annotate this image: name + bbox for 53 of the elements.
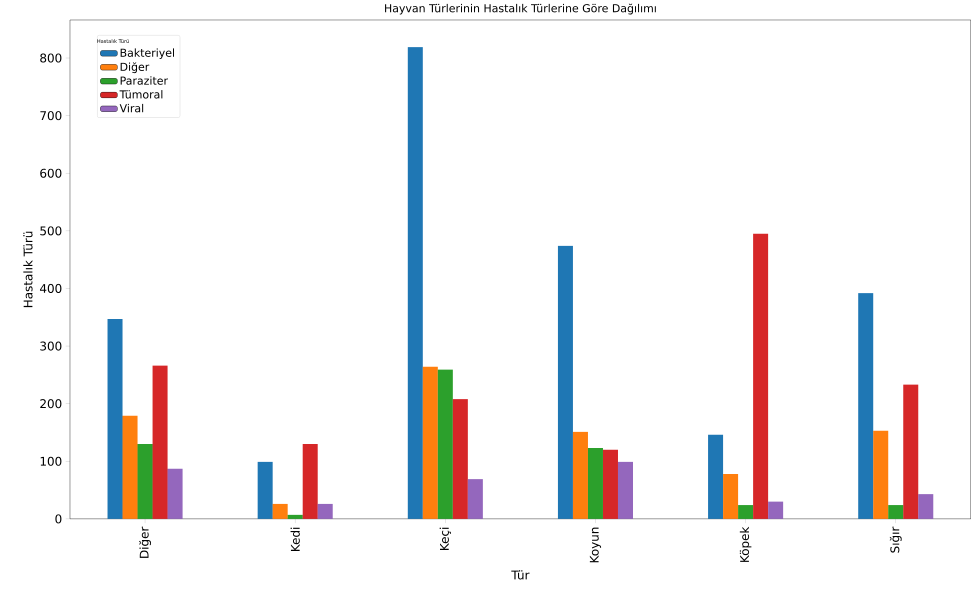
bar: [108, 319, 123, 519]
chart-title: Hayvan Türlerinin Hastalık Türlerine Göre Dağılımı: [385, 4, 656, 15]
bar: [302, 444, 318, 519]
bar: [618, 462, 633, 519]
bar: [572, 432, 588, 519]
x-tick-label: Kedi: [290, 528, 300, 552]
bar: [272, 504, 288, 519]
bar: [753, 234, 768, 519]
bar: [918, 494, 934, 519]
legend-label: Viral: [120, 104, 144, 112]
bar: [602, 450, 618, 519]
x-tick-label: Sığır: [890, 526, 902, 553]
x-tick-label: Koyun: [590, 528, 602, 562]
y-tick-label: 100: [40, 456, 62, 466]
bar: [468, 479, 483, 519]
legend-label: Paraziter: [120, 76, 168, 85]
y-tick-label: 400: [40, 284, 62, 294]
bar: [318, 504, 333, 519]
bar: [288, 514, 303, 519]
x-tick-label: Köpek: [740, 526, 752, 562]
bar: [452, 399, 468, 519]
bar: [122, 416, 138, 519]
bar: [138, 444, 153, 519]
bar: [152, 366, 168, 519]
bar: [408, 47, 423, 519]
bar: [588, 448, 603, 519]
bar: [168, 468, 183, 519]
bar: [258, 462, 273, 519]
y-axis-title: Hastalık Türü: [23, 232, 33, 308]
bar: [558, 246, 573, 519]
x-axis-title: Tür: [511, 570, 530, 580]
bar: [438, 370, 453, 519]
y-tick-label: 0: [55, 514, 62, 524]
y-tick-label: 600: [40, 168, 62, 178]
bar: [738, 505, 754, 519]
legend-label: Diğer: [120, 62, 150, 74]
bar: [858, 293, 874, 519]
y-tick-label: 700: [40, 111, 62, 120]
y-tick-label: 500: [40, 226, 62, 236]
bar: [723, 474, 738, 519]
bar: [873, 430, 888, 519]
x-tick-label: Keçi: [440, 528, 452, 550]
bar: [768, 502, 784, 519]
legend-label: Tümoral: [120, 90, 162, 99]
bar: [903, 384, 918, 519]
y-tick-label: 300: [40, 342, 62, 351]
legend-label: Bakteriyel: [120, 48, 174, 60]
y-tick-label: 200: [40, 399, 62, 408]
bar: [888, 505, 904, 519]
bar: [708, 434, 724, 519]
x-tick-label: Diğer: [139, 526, 151, 558]
y-tick-label: 800: [40, 54, 62, 63]
bar: [422, 366, 438, 519]
